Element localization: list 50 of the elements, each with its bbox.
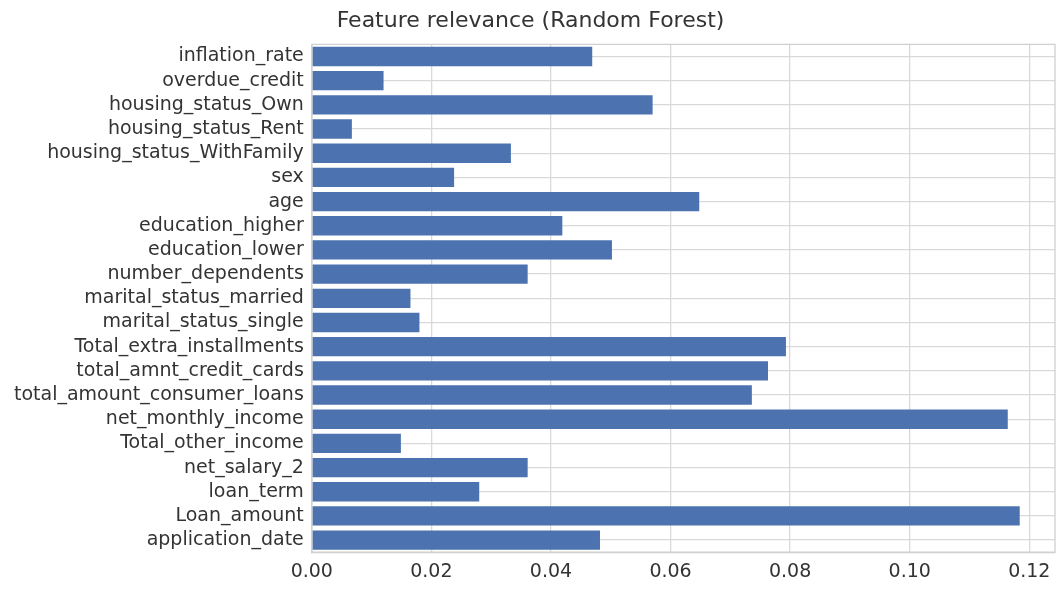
y-tick-label: inflation_rate xyxy=(178,43,304,67)
y-tick-label: total_amount_consumer_loans xyxy=(13,381,304,405)
x-tick-label: 0.12 xyxy=(1008,558,1051,581)
bar xyxy=(312,385,752,405)
y-tick-label: net_monthly_income xyxy=(105,406,304,430)
x-tick-label: 0.08 xyxy=(768,558,812,581)
y-tick-label: number_dependents xyxy=(107,261,304,285)
bar xyxy=(312,167,455,188)
x-tick-label: 0.00 xyxy=(290,558,333,581)
y-tick-label: marital_status_single xyxy=(102,309,304,333)
y-tick-label: education_higher xyxy=(139,212,304,236)
x-tick-label: 0.04 xyxy=(529,558,573,581)
bar xyxy=(312,288,411,308)
y-tick-label: housing_status_Own xyxy=(108,91,304,115)
bar xyxy=(312,482,480,502)
bar xyxy=(312,312,420,333)
bar xyxy=(312,71,384,91)
bar xyxy=(312,95,653,115)
bar xyxy=(312,240,612,260)
bar xyxy=(312,506,1020,526)
y-tick-label: education_lower xyxy=(148,236,304,260)
y-tick-label: Loan_amount xyxy=(175,502,304,526)
bar xyxy=(312,264,528,284)
bar xyxy=(312,433,401,454)
y-tick-label: housing_status_Rent xyxy=(107,115,304,139)
x-tick-label: 0.02 xyxy=(410,558,453,581)
bar xyxy=(312,361,769,381)
bar xyxy=(312,143,511,163)
y-tick-label: overdue_credit xyxy=(162,67,304,91)
y-tick-label: total_amnt_credit_cards xyxy=(76,357,304,381)
bar xyxy=(312,336,786,357)
bar xyxy=(312,119,352,139)
y-tick-label: Total_extra_installments xyxy=(73,333,304,357)
y-tick-label: loan_term xyxy=(208,478,304,502)
bar xyxy=(312,530,600,550)
y-tick-label: Total_other_income xyxy=(119,430,304,454)
chart-title: Feature relevance (Random Forest) xyxy=(336,6,725,32)
bar xyxy=(312,409,1008,429)
y-tick-label: marital_status_married xyxy=(84,285,304,309)
y-tick-label: application_date xyxy=(146,527,304,551)
bar xyxy=(312,191,700,212)
bar xyxy=(312,457,528,478)
y-tick-label: housing_status_WithFamily xyxy=(47,140,304,164)
y-tick-label: net_salary_2 xyxy=(184,454,304,478)
x-tick-label: 0.06 xyxy=(649,558,692,581)
bar xyxy=(312,46,593,67)
bar xyxy=(312,216,563,236)
y-tick-label: age xyxy=(268,188,304,211)
x-tick-label: 0.10 xyxy=(888,558,931,581)
y-tick-label: sex xyxy=(271,164,304,187)
